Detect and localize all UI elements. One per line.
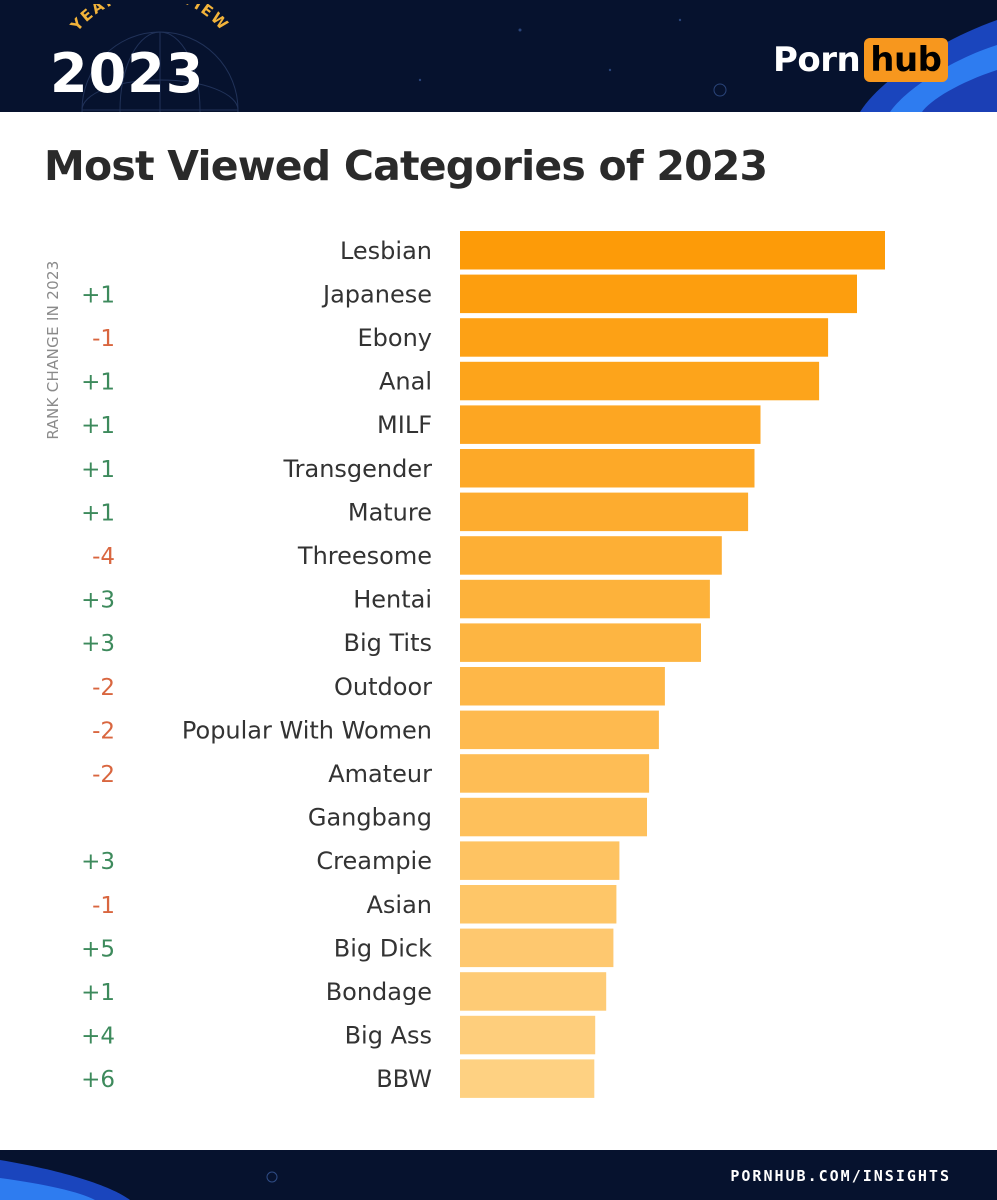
category-label: Big Dick [334, 934, 432, 962]
brand-logo: Porn hub [773, 36, 948, 84]
category-label: Japanese [321, 280, 432, 308]
rank-change-value: +5 [81, 936, 115, 962]
category-label: Bondage [326, 978, 432, 1006]
bar-big-dick [460, 928, 614, 968]
rank-change-value: -1 [92, 893, 115, 919]
rank-change-value: +3 [81, 631, 115, 657]
footer-decoration [0, 1160, 278, 1200]
rank-change-value: -4 [92, 544, 115, 570]
rank-change-value: +1 [81, 980, 115, 1006]
category-label: Lesbian [340, 237, 432, 265]
bar-bbw [460, 1059, 595, 1098]
bar-transgender [460, 449, 755, 488]
category-label: Transgender [283, 455, 433, 483]
category-label: Hentai [353, 586, 432, 614]
bar-big-tits [460, 623, 701, 662]
category-label: Amateur [328, 760, 432, 788]
bar-popular-with-women [460, 710, 659, 750]
category-label: Creampie [316, 847, 432, 875]
rank-change-value: -1 [92, 326, 115, 352]
bar-ebony [460, 318, 829, 357]
category-label: MILF [377, 411, 432, 439]
category-label: Anal [379, 368, 432, 396]
bar-anal [460, 361, 820, 401]
rank-change-value: +1 [81, 370, 115, 396]
bar-threesome [460, 536, 722, 575]
bar-gangbang [460, 797, 647, 837]
category-label: Outdoor [334, 673, 432, 701]
category-label: Mature [348, 498, 432, 526]
bar-milf [460, 405, 761, 444]
category-label: Asian [366, 891, 432, 919]
category-label: Threesome [297, 542, 432, 570]
bar-amateur [460, 754, 650, 793]
rank-change-value: +1 [81, 413, 115, 439]
rank-change-value: +3 [81, 849, 115, 875]
bar-japanese [460, 274, 857, 314]
bar-asian [460, 885, 617, 924]
category-label: Popular With Women [182, 716, 432, 744]
rank-change-value: +1 [81, 457, 115, 483]
bar-lesbian [460, 231, 885, 270]
header-banner: YEAR IN REVIEW 2023 Porn hub [0, 0, 997, 112]
rank-change-value: +3 [81, 588, 115, 614]
category-label: Ebony [358, 324, 433, 352]
bar-hentai [460, 579, 710, 619]
category-label: Big Ass [345, 1022, 432, 1050]
rank-change-value: -2 [92, 762, 115, 788]
category-label: Big Tits [344, 629, 433, 657]
badge-year: 2023 [50, 42, 205, 105]
bar-mature [460, 492, 749, 532]
rank-change-value: -2 [92, 718, 115, 744]
chart-title: Most Viewed Categories of 2023 [44, 142, 768, 190]
bar-big-ass [460, 1015, 596, 1055]
rank-change-value: +6 [81, 1067, 115, 1093]
category-label: Gangbang [308, 804, 432, 832]
rank-change-value: +1 [81, 282, 115, 308]
rank-change-value: +1 [81, 500, 115, 526]
rank-change-value: +4 [81, 1024, 115, 1050]
logo-left-text: Porn [773, 40, 861, 80]
rank-change-value: -2 [92, 675, 115, 701]
category-label: BBW [376, 1065, 432, 1093]
logo-right-text: hub [864, 38, 948, 82]
bar-bondage [460, 972, 607, 1011]
badge-title-arc: YEAR IN REVIEW [66, 4, 231, 35]
footer-url: PORNHUB.COM/INSIGHTS [730, 1167, 951, 1185]
bar-chart: Lesbian Japanese +1 Ebony -1 Anal +1 MILF +1 Tran… [81, 231, 885, 1098]
bar-outdoor [460, 667, 665, 706]
bar-creampie [460, 841, 620, 880]
footer-banner [0, 1150, 997, 1200]
